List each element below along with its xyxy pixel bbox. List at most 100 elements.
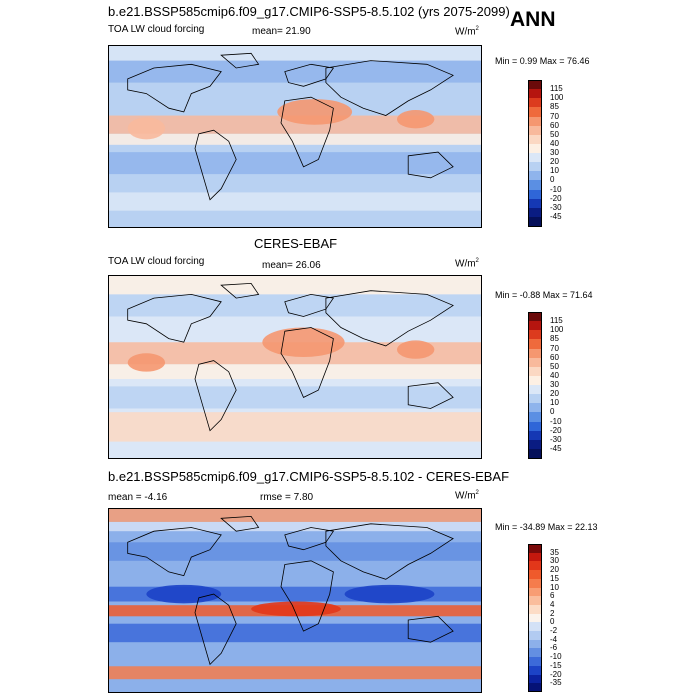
colorbar-tick-label: 20 bbox=[550, 157, 559, 167]
colorbar-tick-label: 6 bbox=[550, 591, 555, 601]
colorbar-tick-label: 85 bbox=[550, 334, 559, 344]
colorbar-swatch bbox=[528, 180, 542, 190]
map-field-band bbox=[109, 152, 481, 175]
colorbar-swatch bbox=[528, 143, 542, 154]
coastline bbox=[280, 560, 334, 632]
coastline bbox=[407, 382, 454, 409]
map-field-band bbox=[109, 192, 481, 211]
panel3-map-svg bbox=[109, 509, 481, 692]
panel1-minmax: Min = 0.99 Max = 76.46 bbox=[495, 56, 590, 66]
colorbar-tick-label: 10 bbox=[550, 582, 559, 592]
colorbar-swatch bbox=[528, 312, 542, 322]
coastline bbox=[325, 523, 454, 580]
panel1-map bbox=[108, 45, 482, 228]
colorbar-swatch bbox=[528, 189, 542, 200]
map-field-band bbox=[109, 294, 481, 317]
colorbar-tick-label: 0 bbox=[550, 617, 555, 627]
colorbar-swatch bbox=[528, 439, 542, 450]
colorbar-tick-label: 30 bbox=[550, 148, 559, 157]
season-label: ANN bbox=[510, 8, 556, 31]
colorbar-swatch bbox=[528, 116, 542, 127]
map-field-band bbox=[109, 276, 481, 295]
colorbar-tick-label: -10 bbox=[550, 416, 562, 426]
map-field-band bbox=[109, 681, 481, 692]
colorbar-tick-label: 10 bbox=[550, 166, 559, 176]
colorbar-swatch bbox=[528, 80, 542, 90]
panel2-minmax: Min = -0.88 Max = 71.64 bbox=[495, 290, 593, 300]
colorbar-swatch bbox=[528, 153, 542, 163]
coastline bbox=[127, 527, 222, 577]
colorbar-tick-label: -20 bbox=[550, 425, 562, 435]
colorbar-tick-label: -2 bbox=[550, 626, 558, 636]
panel3-minmax: Min = -34.89 Max = 22.13 bbox=[495, 522, 598, 532]
coastline bbox=[280, 327, 334, 398]
colorbar-swatch bbox=[528, 561, 542, 571]
colorbar-tick-label: -45 bbox=[550, 211, 562, 221]
panel2-map bbox=[108, 275, 482, 459]
colorbar-tick-label: -30 bbox=[550, 434, 562, 444]
colorbar-swatch bbox=[528, 321, 542, 331]
colorbar-tick-label: -10 bbox=[550, 184, 562, 194]
coastline bbox=[194, 360, 237, 432]
colorbar-swatch bbox=[528, 639, 542, 649]
colorbar-swatch bbox=[528, 421, 542, 432]
panel1-mean: mean= 21.90 bbox=[252, 26, 311, 37]
colorbar-tick-label: -30 bbox=[550, 202, 562, 212]
coastline bbox=[220, 282, 260, 299]
colorbar-swatch bbox=[528, 613, 542, 623]
colorbar-tick-label: -10 bbox=[550, 652, 562, 662]
panel1-variable: TOA LW cloud forcing bbox=[108, 24, 205, 35]
colorbar-swatch bbox=[528, 412, 542, 422]
coastline bbox=[407, 151, 454, 179]
colorbar-swatch bbox=[528, 107, 542, 117]
colorbar-swatch bbox=[528, 657, 542, 667]
colorbar-tick-label: 85 bbox=[550, 102, 559, 112]
colorbar-swatch bbox=[528, 357, 542, 368]
colorbar-tick-label: 30 bbox=[550, 380, 559, 389]
panel3-rmse: rmse = 7.80 bbox=[260, 492, 314, 503]
map-field-band bbox=[109, 666, 481, 680]
colorbar-swatch bbox=[528, 604, 542, 615]
colorbar-swatch bbox=[528, 385, 542, 395]
coastline bbox=[220, 52, 260, 69]
map-field-anomaly bbox=[146, 584, 222, 604]
colorbar-swatch bbox=[528, 216, 542, 227]
colorbar-tick-label: 70 bbox=[550, 111, 559, 121]
map-field-anomaly bbox=[277, 99, 353, 125]
colorbar-swatch bbox=[528, 631, 542, 641]
panel3-mean: mean = -4.16 bbox=[108, 492, 168, 503]
colorbar-tick-label: 0 bbox=[550, 175, 555, 185]
colorbar-tick-label: 40 bbox=[550, 370, 559, 380]
map-field-anomaly bbox=[396, 340, 435, 359]
colorbar-tick-label: 2 bbox=[550, 608, 555, 618]
panel2-variable: TOA LW cloud forcing bbox=[108, 256, 205, 267]
colorbar-tick-label: 70 bbox=[550, 343, 559, 353]
colorbar-tick-label: 50 bbox=[550, 361, 559, 371]
colorbar-swatch bbox=[528, 683, 542, 693]
map-field-band bbox=[109, 60, 481, 83]
colorbar-swatch bbox=[528, 448, 542, 459]
colorbar-swatch bbox=[528, 552, 542, 562]
colorbar-tick-label: -45 bbox=[550, 443, 562, 453]
colorbar-tick-label: 115 bbox=[550, 316, 563, 326]
coastline bbox=[127, 293, 222, 343]
colorbar-tick-label: 100 bbox=[550, 325, 564, 335]
colorbar-swatch bbox=[528, 198, 542, 209]
colorbar-swatch bbox=[528, 665, 542, 676]
plot-title: b.e21.BSSP585cmip6.f09_g17.CMIP6-SSP5-8.… bbox=[108, 4, 510, 19]
panel2-mean: mean= 26.06 bbox=[262, 260, 321, 271]
panel3-units: W/m2 bbox=[455, 490, 479, 502]
map-field-anomaly bbox=[262, 327, 345, 357]
map-field-band bbox=[109, 623, 481, 643]
colorbar-swatch bbox=[528, 570, 542, 580]
colorbar-tick-label: -20 bbox=[550, 193, 562, 203]
colorbar-tick-label: 115 bbox=[550, 84, 563, 94]
colorbar-swatch bbox=[528, 403, 542, 413]
colorbar-tick-label: 35 bbox=[550, 547, 559, 557]
map-field-anomaly bbox=[127, 117, 166, 140]
map-field-anomaly bbox=[344, 584, 435, 604]
colorbar-swatch bbox=[528, 587, 542, 597]
panel2-units: W/m2 bbox=[455, 258, 479, 270]
coastline bbox=[325, 290, 454, 347]
map-field-band bbox=[109, 46, 481, 61]
